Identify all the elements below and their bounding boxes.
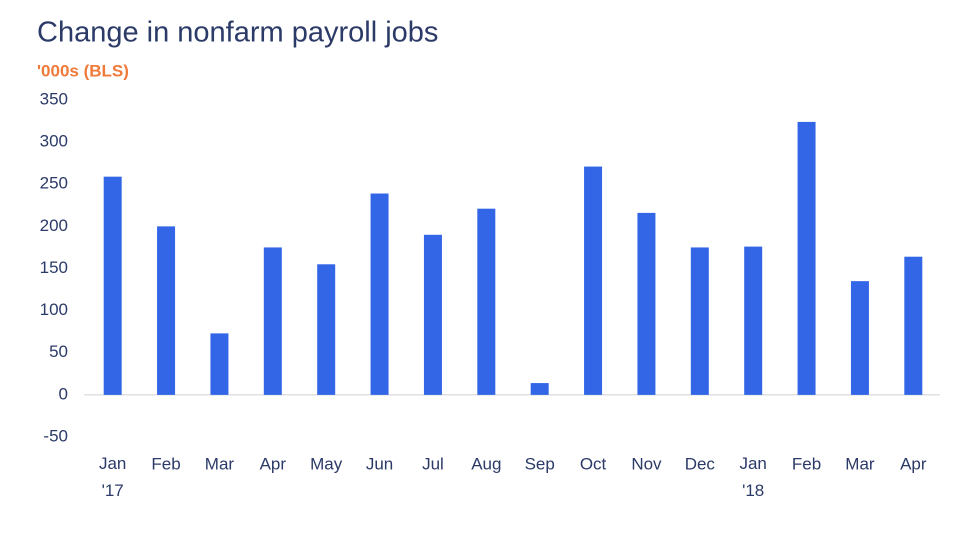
bar bbox=[210, 333, 229, 395]
chart-title: Change in nonfarm payroll jobs bbox=[37, 17, 438, 49]
x-tick-label: Apr bbox=[900, 454, 927, 473]
bar bbox=[744, 246, 763, 395]
y-tick-label: 350 bbox=[40, 89, 68, 108]
x-tick-label: Jun bbox=[366, 454, 393, 473]
x-tick-label: Feb bbox=[792, 454, 821, 473]
x-tick-label: Mar bbox=[845, 454, 875, 473]
bar bbox=[530, 383, 549, 395]
bar bbox=[904, 256, 923, 395]
bar bbox=[103, 176, 122, 395]
y-tick-label: 50 bbox=[49, 342, 68, 361]
x-tick-label: Apr bbox=[260, 454, 287, 473]
x-tick-label: Dec bbox=[685, 454, 716, 473]
x-tick-label: Nov bbox=[631, 454, 662, 473]
x-tick-label: Oct bbox=[580, 454, 607, 473]
x-tick-label: Jan '18 bbox=[739, 454, 766, 500]
chart-subtitle: '000s (BLS) bbox=[37, 61, 129, 80]
bar bbox=[370, 193, 389, 395]
y-tick-label: 200 bbox=[40, 216, 68, 235]
x-tick-label: Jan '17 bbox=[99, 454, 126, 500]
x-tick-label: Jul bbox=[422, 454, 444, 473]
y-tick-label: 100 bbox=[40, 300, 68, 319]
y-tick-label: 0 bbox=[59, 384, 68, 403]
bar bbox=[584, 166, 603, 395]
y-tick-label: 150 bbox=[40, 258, 68, 277]
y-tick-label: 250 bbox=[40, 174, 68, 193]
bar bbox=[423, 234, 442, 395]
x-tick-label: May bbox=[310, 454, 343, 473]
x-tick-label: Aug bbox=[471, 454, 501, 473]
x-tick-label: Feb bbox=[151, 454, 180, 473]
bar bbox=[850, 281, 869, 395]
x-tick-label: Sep bbox=[525, 454, 555, 473]
bar bbox=[637, 212, 656, 395]
bar bbox=[477, 208, 496, 395]
bar bbox=[157, 226, 176, 395]
bar bbox=[263, 247, 282, 395]
y-tick-label: 300 bbox=[40, 132, 68, 151]
bar bbox=[317, 264, 336, 395]
x-tick-label: Mar bbox=[205, 454, 235, 473]
bar bbox=[690, 247, 709, 395]
bar bbox=[797, 121, 816, 395]
y-tick-label: -50 bbox=[43, 426, 68, 445]
